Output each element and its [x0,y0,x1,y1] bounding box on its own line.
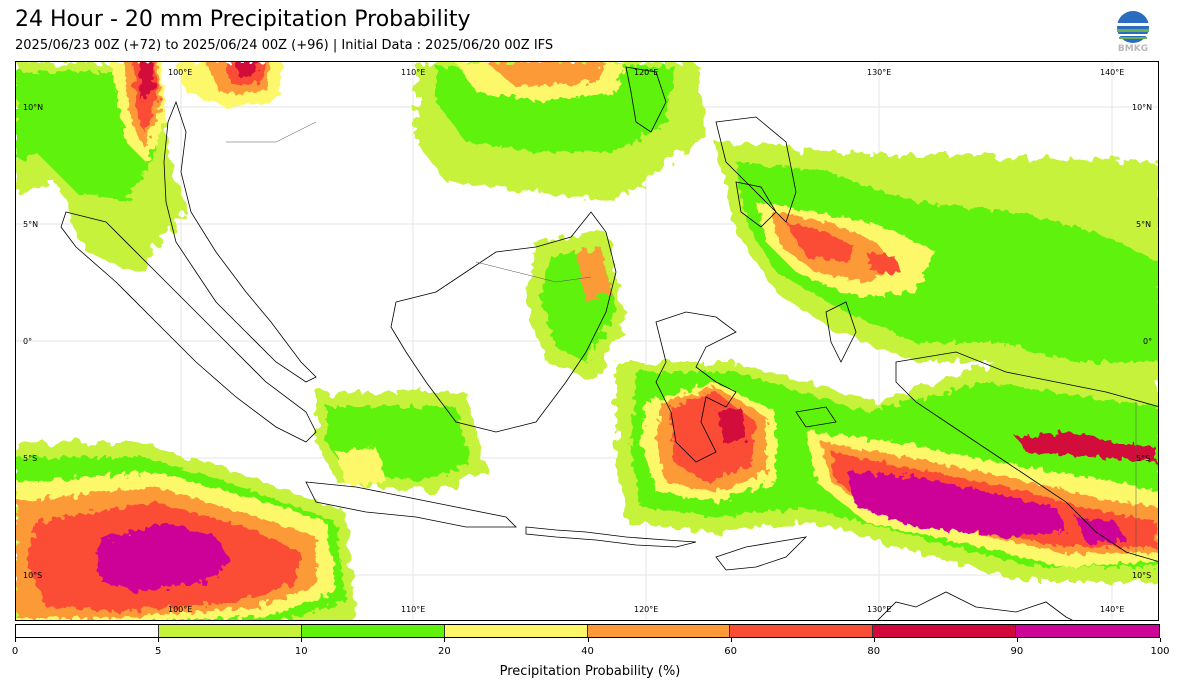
lat-label-0-left: 0° [23,337,33,346]
lon-label-130e-bottom: 130°E [867,605,892,614]
precip-field [16,62,1158,620]
colorbar-tick [1016,638,1018,642]
colorbar-segment [587,625,731,637]
lon-label-120e-bottom: 120°E [634,605,659,614]
colorbar-tick-label: 60 [724,646,737,657]
colorbar-tick-label: 90 [1010,646,1024,657]
lon-label-110e-top: 110°E [401,68,426,77]
lat-label-5s-left: 5°S [23,454,38,463]
lat-label-10n-right: 10°N [1132,103,1153,112]
colorbar-tick [1160,638,1161,642]
colorbar-segment [444,625,588,637]
bmkg-logo-text: BMKG [1117,44,1149,54]
lat-label-5n-left: 5°N [23,220,39,229]
colorbar [15,624,1160,638]
lon-label-120e-top: 120°E [634,68,659,77]
colorbar-tick-label: 40 [581,646,594,657]
lat-label-5s-right: 5°S [1136,454,1151,463]
precipitation-map: 100°E 110°E 120°E 130°E 140°E 100°E 110°… [15,61,1159,621]
colorbar-tick [301,638,303,642]
lon-label-140e-top: 140°E [1100,68,1125,77]
colorbar-segment [1016,625,1159,637]
colorbar-segment [16,625,159,637]
colorbar-tick [444,638,446,642]
colorbar-tick-label: 100 [1150,646,1170,657]
colorbar-segment [158,625,302,637]
lat-label-0-right: 0° [1143,337,1153,346]
coastlines [60,66,1158,620]
lat-label-5n-right: 5°N [1136,220,1152,229]
colorbar-segment [730,625,874,637]
colorbar-tick [873,638,875,642]
colorbar-tick-label: 20 [438,646,451,657]
lon-label-100e-bottom: 100°E [168,605,193,614]
bmkg-logo [1114,10,1152,54]
map-canvas [16,62,1158,620]
lon-label-100e-top: 100°E [168,68,193,77]
colorbar-segment [873,625,1017,637]
colorbar-segment [301,625,445,637]
lon-label-130e-top: 130°E [867,68,892,77]
map-subtitle: 2025/06/23 00Z (+72) to 2025/06/24 00Z (… [15,38,554,53]
colorbar-tick [587,638,589,642]
lat-label-10s-left: 10°S [23,571,43,580]
lon-label-110e-bottom: 110°E [401,605,426,614]
colorbar-tick-label: 10 [294,646,308,657]
map-title: 24 Hour - 20 mm Precipitation Probabilit… [15,7,471,32]
borders [226,121,1137,557]
colorbar-tick-label: 0 [11,646,19,657]
lat-label-10s-right: 10°S [1132,571,1152,580]
colorbar-tick-label: 80 [867,646,881,657]
colorbar-tick [15,638,16,642]
lon-label-140e-bottom: 140°E [1100,605,1125,614]
lat-label-10n-left: 10°N [23,103,44,112]
colorbar-tick [158,638,160,642]
colorbar-label: Precipitation Probability (%) [499,664,681,679]
colorbar-tick-label: 5 [154,646,162,657]
colorbar-tick [730,638,732,642]
